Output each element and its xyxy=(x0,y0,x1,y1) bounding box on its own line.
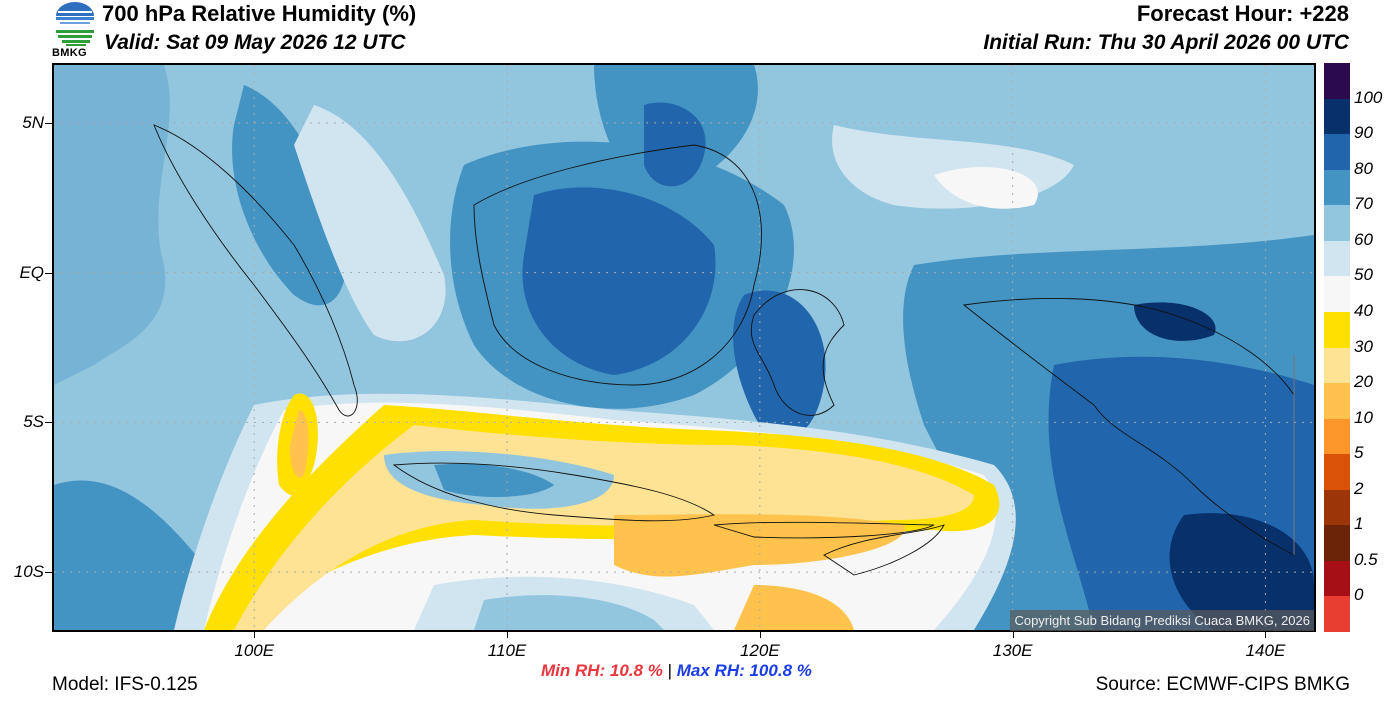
lon-tick xyxy=(759,632,761,638)
colorbar-label: 40 xyxy=(1354,300,1373,320)
lat-tick xyxy=(45,272,52,274)
colorbar-label: 0 xyxy=(1354,585,1364,605)
map-canvas xyxy=(54,65,1314,630)
field-80-90 xyxy=(522,187,716,375)
field-40-50 xyxy=(934,166,1038,209)
colorbar-label: 20 xyxy=(1354,372,1373,392)
field-80-90 xyxy=(644,102,706,187)
field-70-80 xyxy=(232,85,347,306)
lon-tick xyxy=(1012,632,1014,638)
field-70-80 xyxy=(54,65,170,385)
colorbar-label: 0.5 xyxy=(1354,549,1378,569)
lat-label: EQ xyxy=(19,262,44,282)
separator: | xyxy=(667,661,673,680)
humidity-map xyxy=(52,63,1316,632)
lon-tick xyxy=(507,632,509,638)
colorbar-band xyxy=(1324,276,1350,313)
colorbar-band xyxy=(1324,347,1350,384)
field-10-20 xyxy=(734,585,854,630)
colorbar-label: 80 xyxy=(1354,158,1373,178)
max-rh: Max RH: 100.8 % xyxy=(676,661,812,680)
copyright-notice: Copyright Sub Bidang Prediksi Cuaca BMKG… xyxy=(1010,610,1314,631)
colorbar-label: 100 xyxy=(1354,87,1383,107)
field-90-100 xyxy=(1169,513,1314,630)
colorbar-band xyxy=(1324,169,1350,206)
lat-tick xyxy=(45,122,52,124)
colorbar-band xyxy=(1324,596,1350,633)
colorbar-band xyxy=(1324,205,1350,242)
colorbar-band xyxy=(1324,98,1350,135)
colorbar-label: 5 xyxy=(1354,443,1364,463)
colorbar-band xyxy=(1324,311,1350,348)
field-70-80 xyxy=(434,463,554,497)
lat-label: 10S xyxy=(13,562,44,582)
lon-label: 140E xyxy=(1245,641,1286,660)
logo-text: BMKG xyxy=(52,47,87,59)
lon-label: 110E xyxy=(487,641,527,660)
colorbar-band xyxy=(1324,383,1350,420)
field-80-90 xyxy=(733,290,826,439)
colorbar-band xyxy=(1324,240,1350,277)
lat-tick xyxy=(45,422,52,424)
colorbar-band xyxy=(1324,418,1350,455)
initial-run: Initial Run: Thu 30 April 2026 00 UTC xyxy=(983,31,1349,54)
lon-label: 120E xyxy=(739,641,780,660)
colorbar-label: 30 xyxy=(1354,336,1373,356)
colorbar-label: 60 xyxy=(1354,229,1373,249)
bmkg-logo xyxy=(56,2,94,46)
colorbar-band xyxy=(1324,454,1350,491)
lon-label: 100E xyxy=(234,641,275,660)
colorbar-label: 70 xyxy=(1354,194,1373,214)
forecast-hour: Forecast Hour: +228 xyxy=(1136,1,1349,26)
colorbar-label: 10 xyxy=(1354,407,1373,427)
colorbar-band xyxy=(1324,134,1350,171)
field-90-100 xyxy=(1134,302,1216,341)
chart-title: 700 hPa Relative Humidity (%) xyxy=(102,1,417,26)
min-rh: Min RH: 10.8 % xyxy=(541,661,663,680)
lon-tick xyxy=(1265,632,1267,638)
colorbar-band xyxy=(1324,489,1350,526)
lat-label: 5S xyxy=(23,412,44,432)
colorbar-label: 50 xyxy=(1354,265,1373,285)
model-label: Model: IFS-0.125 xyxy=(52,674,198,695)
coastlines xyxy=(153,124,1295,576)
field-10-20 xyxy=(289,410,309,478)
colorbar-band xyxy=(1324,525,1350,562)
lat-tick xyxy=(45,572,52,574)
rh-range: Min RH: 10.8 % | Max RH: 100.8 % xyxy=(541,661,812,681)
colorbar-label: 1 xyxy=(1354,514,1364,534)
colorbar xyxy=(1324,63,1350,633)
lat-label: 5N xyxy=(22,112,44,132)
lon-label: 130E xyxy=(992,641,1033,660)
colorbar-band xyxy=(1324,560,1350,597)
valid-time: Valid: Sat 09 May 2026 12 UTC xyxy=(104,31,406,54)
source-label: Source: ECMWF-CIPS BMKG xyxy=(1095,674,1350,695)
lon-tick xyxy=(254,632,256,638)
field-60-70 xyxy=(474,595,664,630)
field-50-60 xyxy=(294,105,446,342)
colorbar-label: 90 xyxy=(1354,123,1373,143)
colorbar-band xyxy=(1324,63,1350,99)
colorbar-label: 2 xyxy=(1354,478,1364,498)
